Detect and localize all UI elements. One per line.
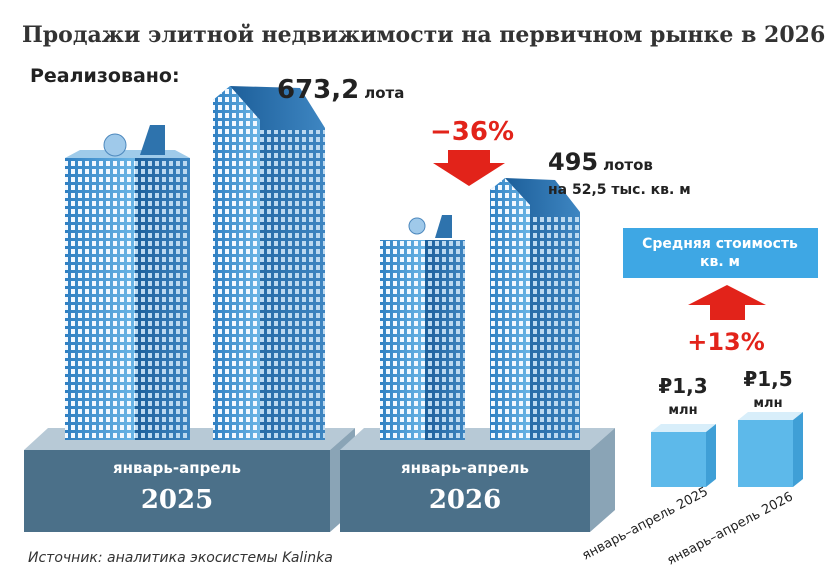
value: 495: [548, 148, 598, 176]
year: 2025: [141, 485, 213, 515]
unit: лота: [364, 84, 404, 102]
platform-2025: [24, 428, 355, 532]
price-unit: млн: [668, 403, 697, 418]
value: 673,2: [277, 75, 359, 105]
line: Средняя стоимость: [642, 236, 798, 252]
building: [65, 125, 190, 440]
value-2025: 673,2 лота: [277, 75, 404, 105]
unit: лотов: [603, 156, 653, 174]
platform-2026: [340, 428, 615, 532]
price-value: ₽1,3: [658, 374, 707, 398]
price-box: [623, 228, 818, 278]
price-value: ₽1,5: [743, 367, 792, 391]
source: Источник: аналитика экосистемы Kalinka: [28, 550, 333, 566]
change-2026: −36%: [430, 117, 514, 147]
price-title: Средняя стоимость кв. м: [642, 236, 798, 270]
line: кв. м: [700, 254, 740, 270]
building: [213, 86, 325, 440]
price-unit: млн: [753, 396, 782, 411]
area: на 52,5 тыс. кв. м: [548, 182, 691, 198]
year: 2026: [429, 485, 501, 515]
period: январь-апрель: [401, 459, 529, 477]
cube: [651, 424, 716, 487]
down-arrow: [433, 150, 505, 186]
up-arrow: [688, 285, 766, 320]
value-2026: 495 лотов: [548, 148, 653, 176]
subtitle: Реализовано:: [30, 65, 180, 87]
building: [380, 215, 465, 440]
title: Продажи элитной недвижимости на первично…: [22, 22, 829, 48]
period: январь-апрель: [113, 459, 241, 477]
building: [490, 178, 580, 440]
price-change: +13%: [687, 328, 765, 356]
cube: [738, 412, 803, 487]
